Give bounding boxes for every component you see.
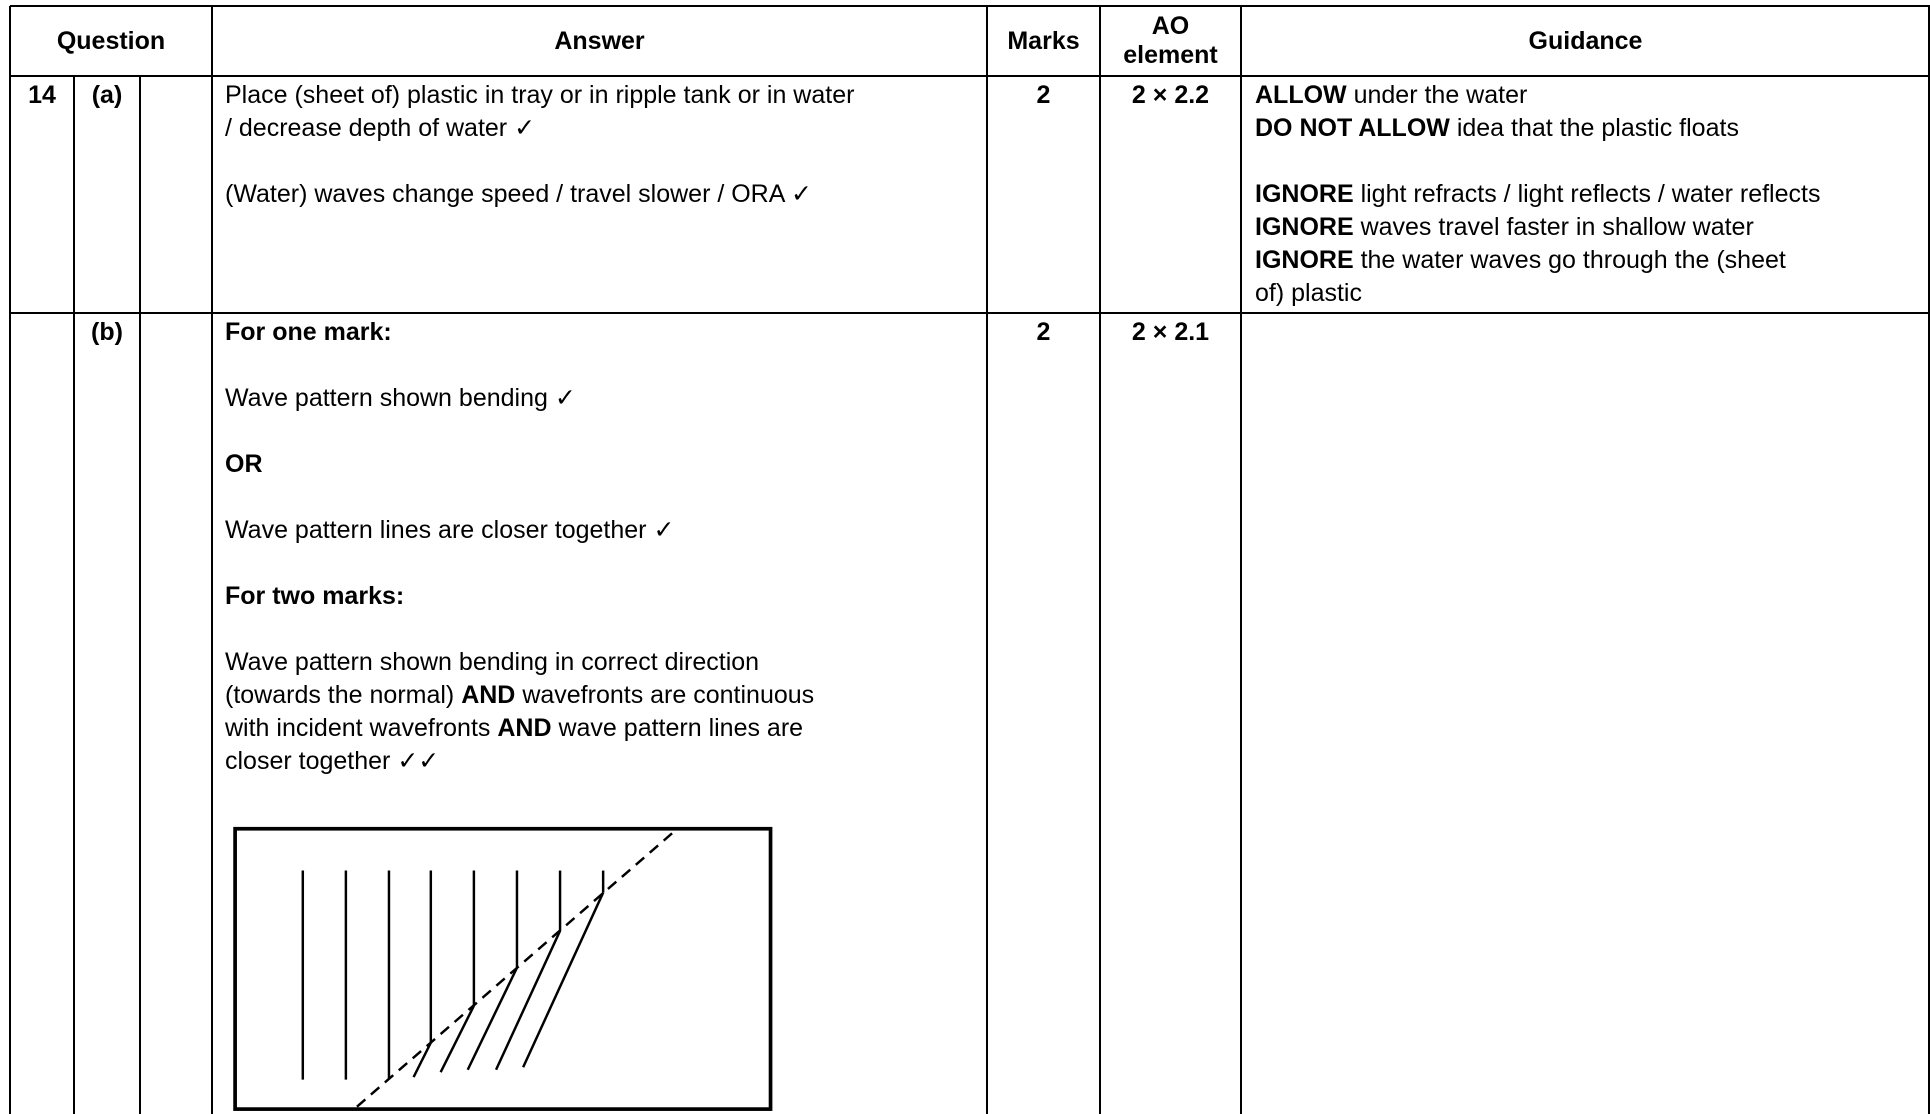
text: waves travel faster in shallow water (1353, 213, 1754, 241)
header-question: Question (56, 26, 166, 55)
text-line: OR (225, 448, 985, 481)
text-line: IGNORE the water waves go through the (s… (1255, 244, 1930, 277)
ao-element: 2 × 2.2 (1131, 81, 1210, 109)
table-borders (9, 5, 1930, 1114)
paragraph: Wave pattern lines are closer together ✓ (225, 514, 985, 547)
paragraph: OR (225, 448, 985, 481)
text: (towards the normal) (225, 681, 462, 709)
text: the water waves go through the (sheet (1353, 246, 1786, 274)
bold-text: AND (461, 681, 516, 709)
paragraph: Wave pattern shown bending ✓ (225, 382, 985, 415)
text: Wave pattern shown bending ✓ (225, 384, 576, 412)
text-line: Place (sheet of) plastic in tray or in r… (225, 79, 985, 112)
question-part: (b) (91, 318, 123, 346)
text-line: Wave pattern lines are closer together ✓ (225, 514, 985, 547)
header-ao: AO element (1100, 6, 1241, 76)
bold-text: For two marks: (225, 582, 405, 610)
marks: 2 (1036, 81, 1051, 109)
paragraph: (Water) waves change speed / travel slow… (225, 178, 985, 211)
text-line: Wave pattern shown bending in correct di… (225, 646, 985, 679)
bold-text: IGNORE (1255, 213, 1354, 241)
bold-text: DO NOT ALLOW (1255, 114, 1450, 142)
header-marks: Marks (1007, 26, 1080, 55)
text-line: DO NOT ALLOW idea that the plastic float… (1255, 112, 1930, 145)
text-line: For two marks: (225, 580, 985, 613)
header-ao-text: AO element (1123, 12, 1218, 69)
paragraph: Wave pattern shown bending in correct di… (225, 646, 985, 778)
bold-text: IGNORE (1255, 246, 1354, 274)
paragraph: IGNORE light refracts / light reflects /… (1255, 178, 1930, 310)
text: closer together ✓✓ (225, 747, 440, 775)
text-line: with incident wavefronts AND wave patter… (225, 712, 985, 745)
paragraph: For one mark: (225, 316, 985, 349)
header-answer: Answer (554, 26, 645, 55)
bold-text: ALLOW (1255, 81, 1347, 109)
paragraph: Place (sheet of) plastic in tray or in r… (225, 79, 985, 145)
bold-text: IGNORE (1255, 180, 1354, 208)
text: light refracts / light reflects / water … (1353, 180, 1821, 208)
text: wavefronts are continuous (515, 681, 815, 709)
text-line: (towards the normal) AND wavefronts are … (225, 679, 985, 712)
bold-text: For one mark: (225, 318, 392, 346)
bold-text: OR (225, 450, 263, 478)
text: idea that the plastic floats (1449, 114, 1739, 142)
question-part: (a) (91, 81, 123, 109)
bold-text: AND (497, 714, 552, 742)
text-line: (Water) waves change speed / travel slow… (225, 178, 985, 211)
header-guidance: Guidance (1528, 26, 1643, 55)
text: with incident wavefronts (225, 714, 498, 742)
text: under the water (1346, 81, 1528, 109)
text-line: closer together ✓✓ (225, 745, 985, 778)
text: Wave pattern lines are closer together ✓ (225, 516, 675, 544)
text-line: For one mark: (225, 316, 985, 349)
text-line: Wave pattern shown bending ✓ (225, 382, 985, 415)
text: (Water) waves change speed / travel slow… (225, 180, 812, 208)
guidance: ALLOW under the water DO NOT ALLOW idea t… (1255, 79, 1930, 343)
answer: Place (sheet of) plastic in tray or in r… (225, 79, 985, 244)
text-line: / decrease depth of water ✓ (225, 112, 985, 145)
text: Wave pattern shown bending in correct di… (225, 648, 760, 676)
wave-diagram (233, 826, 773, 1111)
text: of) plastic (1255, 279, 1362, 307)
text: wave pattern lines are (551, 714, 804, 742)
text-line: of) plastic (1255, 277, 1930, 310)
text: Place (sheet of) plastic in tray or in r… (225, 81, 855, 109)
ao-element: 2 × 2.1 (1131, 318, 1210, 346)
answer: For one mark: Wave pattern shown bending … (225, 316, 985, 811)
text: / decrease depth of water ✓ (225, 114, 536, 142)
text-line: IGNORE waves travel faster in shallow wa… (1255, 211, 1930, 244)
text-line: IGNORE light refracts / light reflects /… (1255, 178, 1930, 211)
text-line: ALLOW under the water (1255, 79, 1930, 112)
paragraph: For two marks: (225, 580, 985, 613)
marks: 2 (1036, 318, 1051, 346)
paragraph: ALLOW under the water DO NOT ALLOW idea t… (1255, 79, 1930, 145)
question-number: 14 (28, 81, 56, 109)
